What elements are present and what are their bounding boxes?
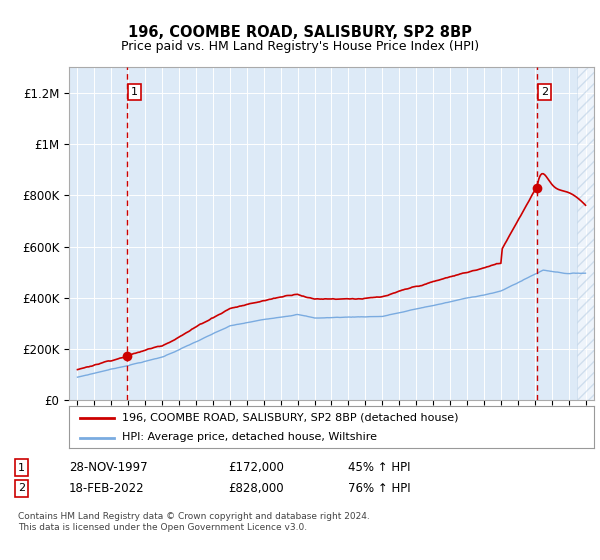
- Text: 28-NOV-1997: 28-NOV-1997: [69, 461, 148, 474]
- Bar: [577, 67, 594, 400]
- Text: 1: 1: [131, 87, 138, 97]
- Text: 45% ↑ HPI: 45% ↑ HPI: [348, 461, 410, 474]
- Text: 1: 1: [18, 463, 25, 473]
- Text: £828,000: £828,000: [228, 482, 284, 495]
- Text: 196, COOMBE ROAD, SALISBURY, SP2 8BP (detached house): 196, COOMBE ROAD, SALISBURY, SP2 8BP (de…: [121, 413, 458, 423]
- Text: 2: 2: [541, 87, 548, 97]
- Text: Contains HM Land Registry data © Crown copyright and database right 2024.
This d: Contains HM Land Registry data © Crown c…: [18, 512, 370, 532]
- Text: HPI: Average price, detached house, Wiltshire: HPI: Average price, detached house, Wilt…: [121, 432, 377, 442]
- Text: £172,000: £172,000: [228, 461, 284, 474]
- Text: 76% ↑ HPI: 76% ↑ HPI: [348, 482, 410, 495]
- Text: 2: 2: [18, 483, 25, 493]
- Text: Price paid vs. HM Land Registry's House Price Index (HPI): Price paid vs. HM Land Registry's House …: [121, 40, 479, 53]
- Text: 196, COOMBE ROAD, SALISBURY, SP2 8BP: 196, COOMBE ROAD, SALISBURY, SP2 8BP: [128, 25, 472, 40]
- Text: 18-FEB-2022: 18-FEB-2022: [69, 482, 145, 495]
